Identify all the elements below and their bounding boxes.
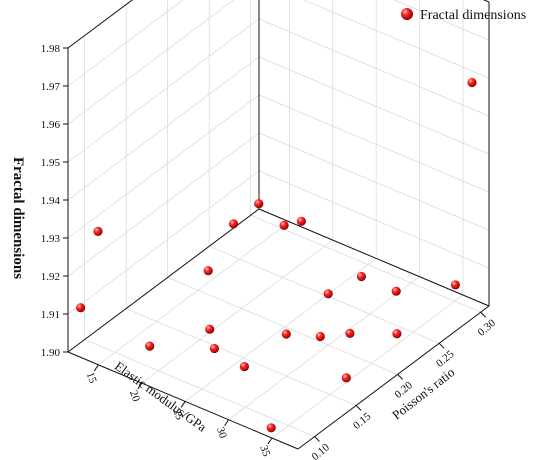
grid-line-x-floor	[228, 276, 420, 420]
data-point	[145, 341, 155, 351]
z-tick-label: 1.97	[41, 81, 61, 93]
legend-marker	[401, 8, 413, 20]
x-tick-label: 25	[170, 407, 185, 422]
data-point	[209, 343, 219, 354]
y-tick-mark	[480, 311, 487, 318]
x-tick-label: 20	[127, 389, 142, 404]
x-tick-label: 35	[257, 444, 272, 459]
z-tick-label: 1.91	[41, 309, 60, 321]
data-point	[296, 216, 306, 226]
data-point	[203, 266, 213, 276]
grid-line-x-floor	[271, 294, 464, 439]
grid-line-z-back	[258, 94, 490, 193]
x-tick-mark	[93, 364, 99, 372]
z-tick-label: 1.95	[41, 157, 61, 169]
grid-line-z-back	[258, 170, 490, 269]
grid-line-z-left	[67, 94, 260, 239]
grid-line-x-floor	[141, 239, 333, 384]
grid-layer	[67, 0, 490, 439]
legend: Fractal dimensions	[401, 8, 526, 23]
data-point	[323, 289, 333, 299]
z-axis-title: Fractal dimensions	[10, 157, 26, 279]
grid-line-z-back	[303, 0, 490, 79]
grid-line-z-back	[393, 0, 490, 41]
z-tick-label: 1.98	[41, 43, 61, 55]
data-point	[341, 373, 351, 383]
x-tick-mark	[180, 401, 186, 408]
axis-edge-1	[297, 305, 490, 450]
data-point	[205, 324, 215, 334]
data-point	[392, 329, 402, 339]
grid-line-z-back	[258, 18, 490, 117]
y-tick-mark	[438, 342, 445, 349]
axis-edge-8	[482, 0, 490, 3]
data-point	[467, 77, 477, 88]
grid-line-z-back	[258, 56, 490, 155]
data-point	[356, 271, 366, 282]
grid-line-z-left	[67, 18, 260, 163]
z-tick-label: 1.92	[41, 271, 60, 283]
y-tick-label: 0.10	[309, 441, 332, 460]
grid-line-x-floor	[98, 221, 290, 366]
grid-line-z-back	[258, 132, 490, 231]
axis-edge-3	[67, 208, 260, 353]
y-tick-mark	[355, 405, 362, 411]
y-tick-mark	[397, 374, 404, 380]
data-point	[450, 280, 460, 290]
legend-label: Fractal dimensions	[420, 8, 526, 23]
axis-edge-0	[67, 351, 299, 450]
data-point	[76, 303, 86, 313]
grid-line-z-left	[67, 0, 235, 125]
data-point	[315, 331, 325, 342]
points-layer	[76, 77, 477, 433]
x-tick-mark	[224, 419, 229, 426]
grid-line-z-left	[67, 170, 260, 315]
grid-line-y-floor	[125, 308, 357, 406]
axis-edge-2	[258, 208, 490, 307]
grid-line-z-left	[67, 132, 260, 277]
data-point	[239, 362, 249, 372]
grid-line-z-back	[483, 0, 490, 3]
x-tick-label: 15	[84, 371, 99, 386]
data-point	[279, 220, 289, 230]
data-point	[228, 219, 239, 229]
data-point	[281, 329, 291, 339]
axis-edge-7	[67, 0, 133, 49]
data-point	[345, 328, 355, 338]
data-point	[391, 286, 401, 296]
y-tick-label: 0.15	[351, 410, 374, 432]
grid-line-x-floor	[184, 258, 377, 402]
x-tick-label: 30	[214, 425, 229, 440]
data-point	[254, 199, 264, 209]
grid-line-y-floor	[84, 339, 315, 437]
grid-line-y-floor	[250, 214, 481, 313]
x-axis-title: Elastic modulus/GPa	[112, 358, 210, 435]
x-tick-mark	[137, 382, 143, 390]
y-tick-mark	[314, 436, 320, 442]
grid-line-z-left	[67, 0, 184, 87]
axes-layer	[67, 0, 490, 450]
z-tick-label: 1.94	[41, 195, 61, 207]
z-tick-label: 1.90	[41, 347, 61, 359]
x-tick-mark	[267, 437, 273, 445]
data-point	[93, 226, 103, 236]
z-tick-label: 1.93	[41, 233, 61, 245]
y-tick-label: 0.30	[476, 317, 499, 339]
data-point	[266, 423, 276, 433]
z-tick-label: 1.96	[41, 119, 61, 131]
grid-line-y-floor	[167, 277, 398, 375]
grid-line-z-left	[67, 56, 260, 201]
